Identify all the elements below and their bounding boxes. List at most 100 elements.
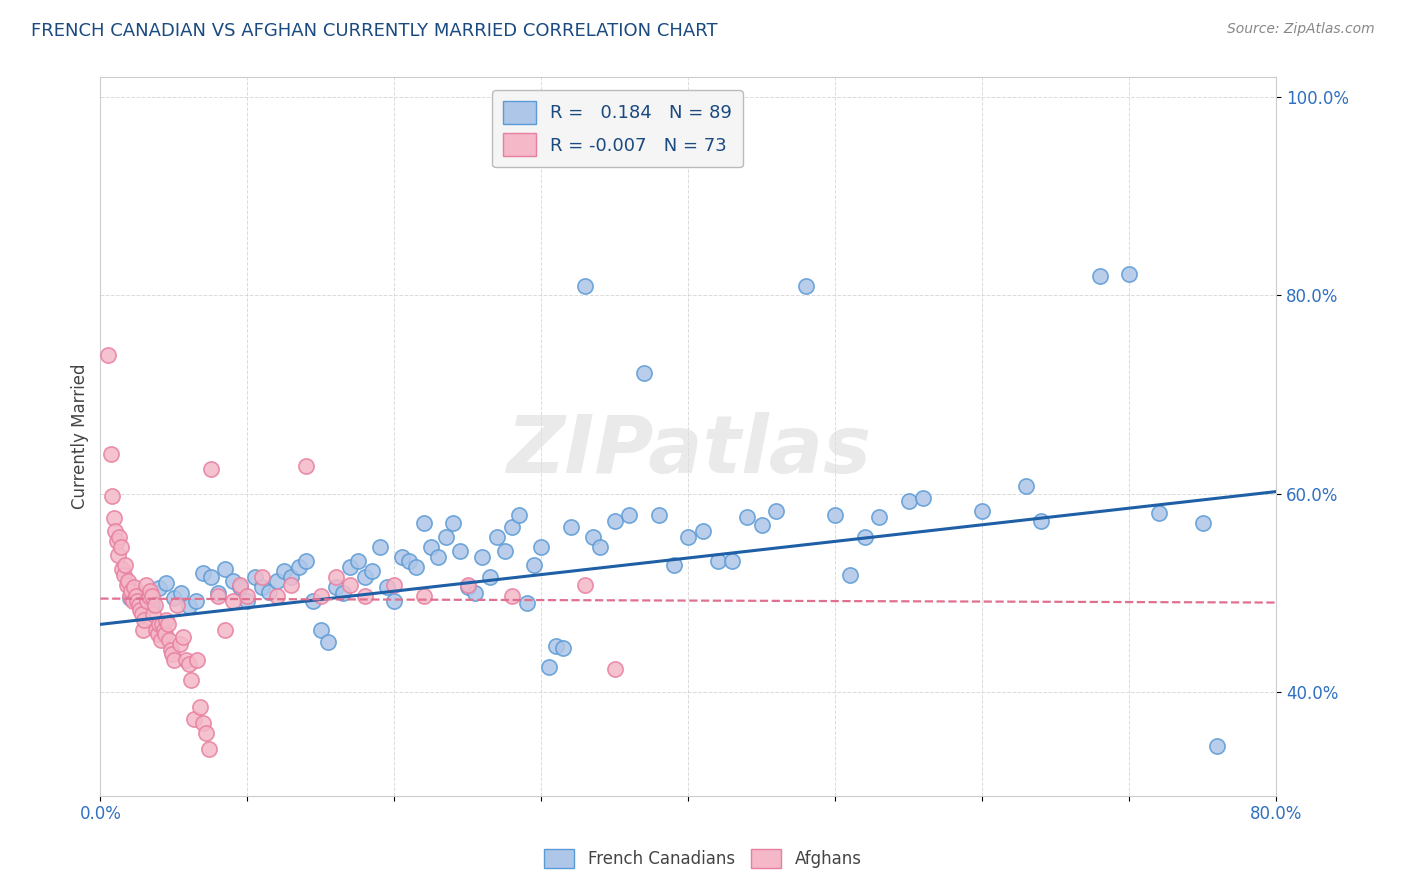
Point: [544, 639, 567, 653]
Point: [523, 558, 546, 572]
Point: [103, 511, 125, 525]
Point: [676, 530, 699, 544]
Point: [122, 580, 145, 594]
Point: [325, 580, 347, 594]
Point: [163, 653, 186, 667]
Point: [574, 278, 596, 293]
Point: [412, 516, 434, 531]
Point: [134, 614, 156, 628]
Point: [302, 593, 325, 607]
Point: [131, 607, 153, 622]
Point: [170, 585, 193, 599]
Point: [516, 596, 538, 610]
Point: [325, 570, 347, 584]
Point: [100, 447, 122, 461]
Point: [121, 593, 143, 607]
Point: [582, 530, 605, 544]
Point: [132, 624, 155, 638]
Point: [346, 554, 368, 568]
Point: [115, 578, 138, 592]
Point: [354, 570, 377, 584]
Y-axis label: Currently Married: Currently Married: [72, 364, 89, 509]
Point: [207, 585, 229, 599]
Point: [156, 617, 179, 632]
Point: [339, 560, 361, 574]
Point: [155, 614, 177, 628]
Point: [553, 641, 575, 656]
Point: [195, 726, 218, 740]
Point: [295, 554, 318, 568]
Point: [162, 647, 184, 661]
Point: [316, 635, 339, 649]
Point: [177, 599, 200, 613]
Point: [332, 585, 354, 599]
Point: [1088, 268, 1111, 283]
Point: [97, 348, 120, 362]
Point: [111, 562, 134, 576]
Point: [868, 510, 890, 524]
Point: [405, 560, 427, 574]
Point: [118, 591, 141, 605]
Point: [375, 580, 398, 594]
Point: [361, 564, 384, 578]
Point: [153, 627, 176, 641]
Point: [1147, 507, 1170, 521]
Point: [280, 570, 302, 584]
Point: [560, 520, 582, 534]
Point: [143, 598, 166, 612]
Point: [104, 524, 127, 539]
Point: [229, 580, 252, 594]
Point: [145, 624, 167, 638]
Text: Source: ZipAtlas.com: Source: ZipAtlas.com: [1227, 22, 1375, 37]
Point: [287, 560, 309, 574]
Point: [193, 716, 215, 731]
Point: [382, 578, 405, 592]
Text: FRENCH CANADIAN VS AFGHAN CURRENTLY MARRIED CORRELATION CHART: FRENCH CANADIAN VS AFGHAN CURRENTLY MARR…: [31, 22, 717, 40]
Point: [107, 548, 129, 562]
Point: [751, 518, 773, 533]
Point: [141, 598, 163, 612]
Point: [166, 598, 188, 612]
Point: [236, 589, 259, 603]
Point: [160, 643, 183, 657]
Point: [114, 558, 136, 572]
Point: [457, 580, 479, 594]
Point: [141, 589, 163, 603]
Point: [486, 530, 509, 544]
Point: [603, 662, 626, 676]
Point: [221, 574, 243, 588]
Point: [163, 591, 186, 605]
Point: [427, 549, 450, 564]
Point: [177, 657, 200, 671]
Point: [101, 489, 124, 503]
Point: [266, 574, 288, 588]
Point: [1206, 739, 1229, 754]
Point: [150, 617, 173, 632]
Point: [354, 589, 377, 603]
Point: [108, 530, 131, 544]
Point: [155, 575, 177, 590]
Point: [721, 554, 744, 568]
Point: [148, 581, 170, 595]
Point: [117, 574, 139, 588]
Point: [457, 578, 479, 592]
Point: [309, 624, 332, 638]
Point: [266, 589, 288, 603]
Point: [250, 570, 273, 584]
Legend: French Canadians, Afghans: French Canadians, Afghans: [537, 842, 869, 875]
Point: [589, 540, 612, 554]
Point: [172, 630, 194, 644]
Point: [280, 578, 302, 592]
Point: [295, 458, 318, 473]
Point: [273, 564, 295, 578]
Point: [148, 617, 170, 632]
Point: [124, 589, 146, 603]
Point: [853, 530, 876, 544]
Point: [169, 637, 191, 651]
Point: [207, 589, 229, 603]
Point: [184, 593, 207, 607]
Point: [250, 580, 273, 594]
Point: [214, 624, 236, 638]
Point: [142, 607, 165, 622]
Point: [118, 589, 141, 603]
